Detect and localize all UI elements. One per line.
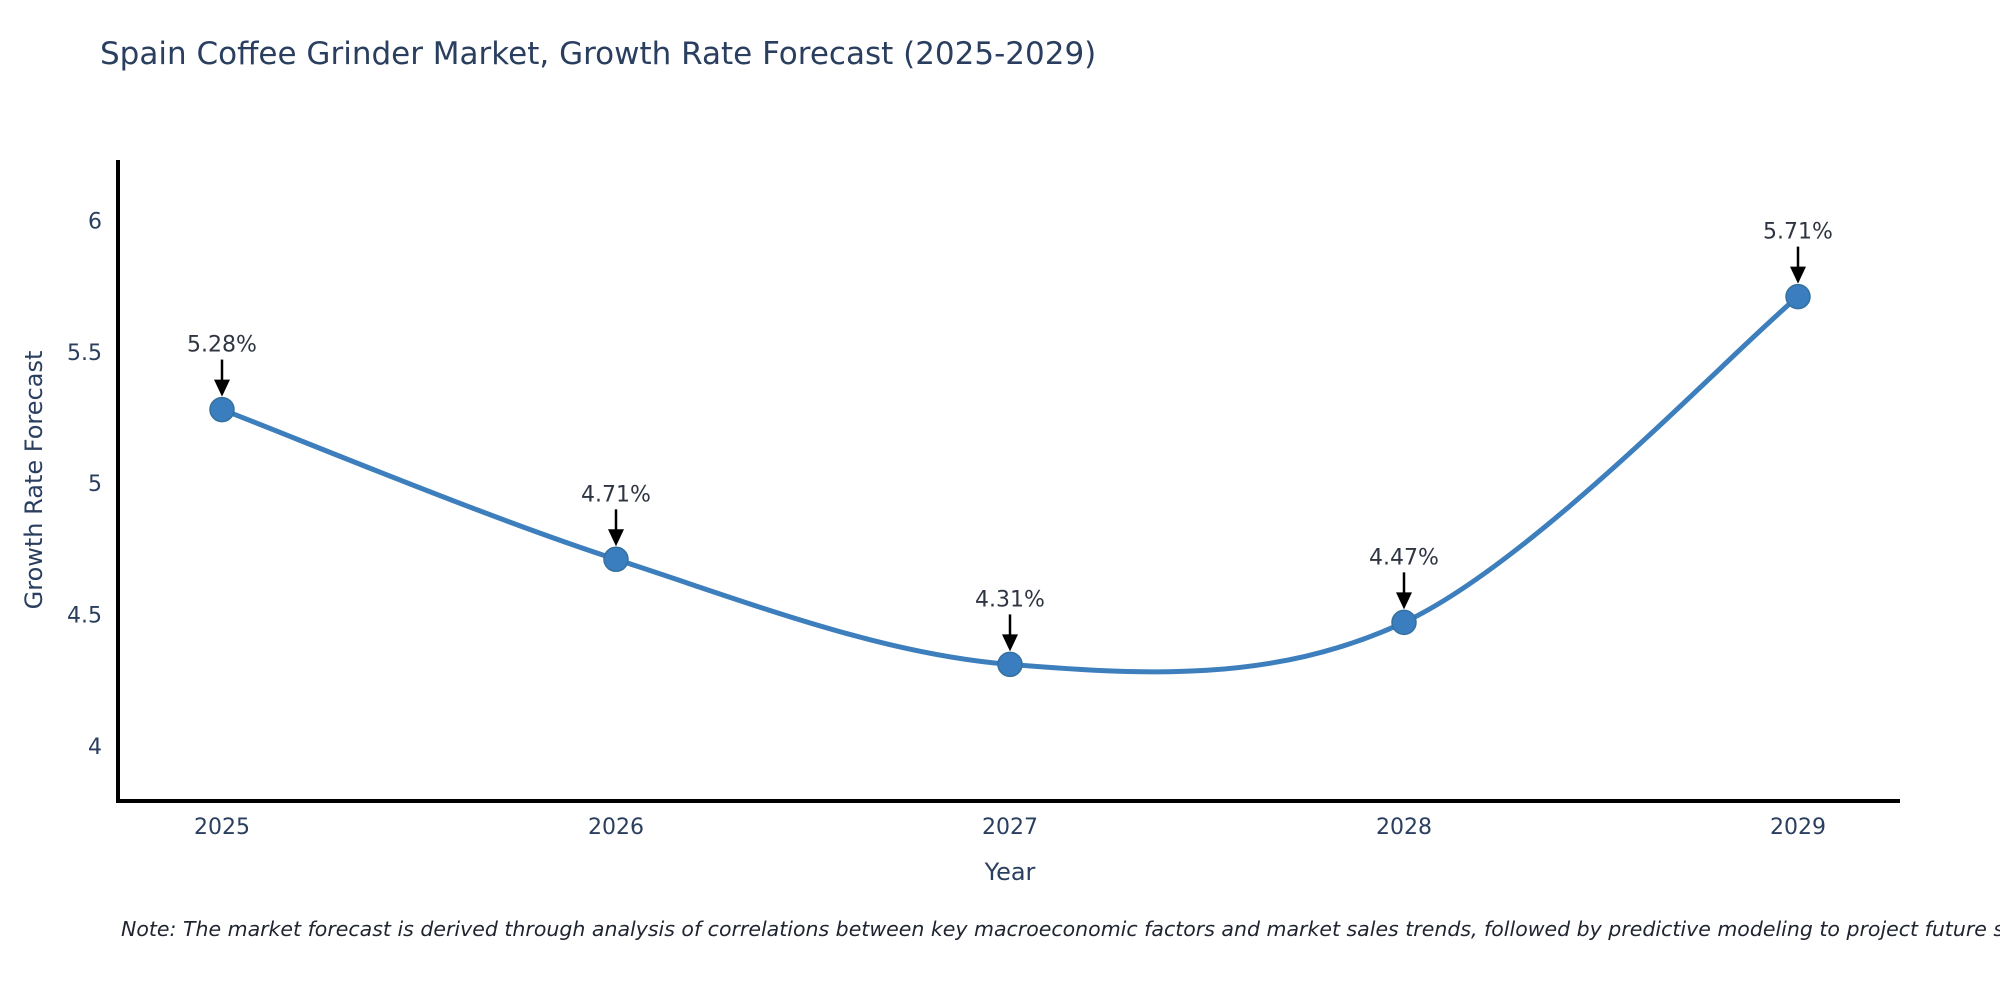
x-tick-label: 2028 — [1376, 815, 1432, 840]
y-tick-label: 5 — [88, 472, 102, 497]
y-tick-label: 5.5 — [67, 341, 102, 366]
y-tick-label: 4 — [88, 735, 102, 760]
annotation-arrowhead — [608, 529, 624, 547]
y-tick-label: 6 — [88, 209, 102, 234]
annotation-label: 4.47% — [1369, 545, 1439, 570]
footnote: Note: The market forecast is derived thr… — [121, 917, 2000, 941]
data-point-2028 — [1391, 609, 1417, 636]
y-axis-title: Growth Rate Forecast — [20, 350, 48, 610]
chart-title: Spain Coffee Grinder Market, Growth Rate… — [100, 36, 1097, 72]
x-tick-label: 2026 — [588, 815, 644, 840]
axis-lines — [116, 160, 1900, 803]
data-point-2026 — [603, 546, 629, 573]
annotation-label: 4.71% — [581, 482, 651, 507]
x-tick-label: 2027 — [982, 815, 1038, 840]
annotation-arrowhead — [214, 379, 230, 397]
annotation-label: 5.28% — [187, 333, 257, 358]
y-tick-label: 4.5 — [67, 603, 102, 628]
x-tick-label: 2029 — [1770, 815, 1826, 840]
annotation-arrowhead — [1790, 266, 1806, 284]
annotation-label: 5.71% — [1763, 220, 1833, 245]
data-point-2029 — [1785, 283, 1811, 310]
annotation-arrowhead — [1002, 634, 1018, 652]
data-point-2027 — [997, 651, 1023, 678]
x-axis-title: Year — [984, 858, 1036, 886]
annotation-label: 4.31% — [975, 587, 1045, 612]
x-tick-label: 2025 — [194, 815, 250, 840]
annotation-arrowhead — [1396, 592, 1412, 610]
data-point-2025 — [209, 396, 235, 423]
